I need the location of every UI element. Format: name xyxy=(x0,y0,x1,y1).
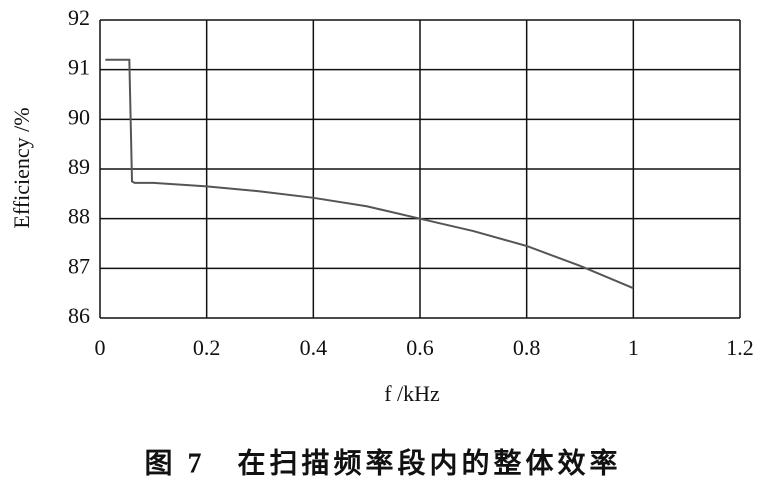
x-tick-label: 0 xyxy=(95,335,106,360)
data-line xyxy=(105,58,634,290)
x-tick-label: 0.4 xyxy=(300,335,328,360)
y-tick-label: 86 xyxy=(68,303,90,328)
x-tick-label: 0.6 xyxy=(406,335,434,360)
x-tick-label: 0.2 xyxy=(193,335,221,360)
x-tick-label: 1 xyxy=(628,335,639,360)
x-tick-label: 0.8 xyxy=(513,335,541,360)
y-tick-label: 87 xyxy=(68,253,90,278)
y-tick-label: 89 xyxy=(68,154,90,179)
y-tick-label: 91 xyxy=(68,55,90,80)
caption: 图 7 在扫描频率段内的整体效率 xyxy=(144,446,621,479)
y-tick-label: 88 xyxy=(68,204,90,229)
x-tick-label: 1.2 xyxy=(726,335,754,360)
y-tick-label: 90 xyxy=(68,104,90,129)
x-axis-label: f /kHz xyxy=(384,381,440,406)
y-axis-label: Efficiency /% xyxy=(9,107,34,228)
y-tick-label: 92 xyxy=(68,5,90,30)
